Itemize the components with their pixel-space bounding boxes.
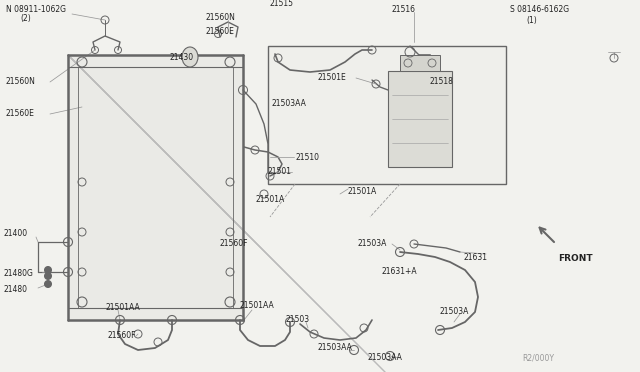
Text: (1): (1) (526, 16, 537, 25)
Text: 21503AA: 21503AA (318, 343, 353, 353)
Text: 21560N: 21560N (6, 77, 36, 87)
Text: 21480: 21480 (4, 285, 28, 295)
Text: 21560F: 21560F (220, 240, 248, 248)
Circle shape (45, 266, 51, 273)
Text: 21560N: 21560N (205, 13, 235, 22)
Text: R2/000Y: R2/000Y (522, 353, 554, 362)
Text: 21503AA: 21503AA (368, 353, 403, 362)
Text: 21631: 21631 (464, 253, 488, 262)
Text: N 08911-1062G: N 08911-1062G (6, 6, 66, 15)
Text: 21400: 21400 (4, 230, 28, 238)
Text: 21501A: 21501A (256, 196, 285, 205)
Text: 21503A: 21503A (440, 308, 469, 317)
Text: 21501: 21501 (268, 167, 292, 176)
Bar (68, 55, 243, 320)
Text: 21501AA: 21501AA (240, 301, 275, 311)
Text: S 08146-6162G: S 08146-6162G (510, 6, 569, 15)
Text: 21501A: 21501A (348, 187, 377, 196)
Text: 21503A: 21503A (358, 240, 387, 248)
Text: 21510: 21510 (296, 153, 320, 161)
Ellipse shape (182, 47, 198, 67)
Text: 21515: 21515 (270, 0, 294, 9)
Circle shape (45, 273, 51, 279)
Text: 21560F: 21560F (108, 331, 136, 340)
Text: 21560E: 21560E (6, 109, 35, 119)
Text: 21480G: 21480G (4, 269, 34, 279)
Text: 21516: 21516 (392, 6, 416, 15)
Text: 21501E: 21501E (318, 74, 347, 83)
Text: 21430: 21430 (170, 52, 194, 61)
Text: 21501AA: 21501AA (106, 304, 141, 312)
Bar (268, 46, 506, 184)
Text: FRONT: FRONT (558, 254, 593, 263)
Text: (2): (2) (20, 13, 31, 22)
Text: 21503: 21503 (286, 315, 310, 324)
Bar (388, 71, 452, 167)
Text: 21631+A: 21631+A (382, 267, 418, 276)
Text: 21560E: 21560E (205, 28, 234, 36)
Text: 21518: 21518 (430, 77, 454, 87)
Circle shape (45, 280, 51, 288)
Bar (400, 55, 440, 71)
Text: 21503AA: 21503AA (272, 99, 307, 109)
